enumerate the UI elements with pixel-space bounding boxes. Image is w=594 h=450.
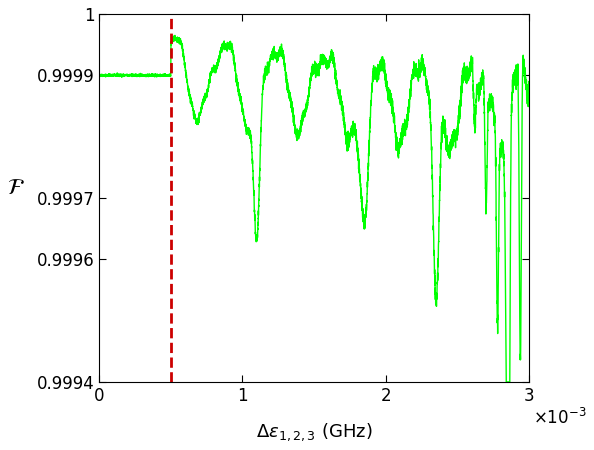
Text: $\times 10^{-3}$: $\times 10^{-3}$ (533, 408, 587, 428)
Y-axis label: $\mathcal{F}$: $\mathcal{F}$ (7, 178, 25, 198)
X-axis label: $\Delta\varepsilon_{1,2,3}$ (GHz): $\Delta\varepsilon_{1,2,3}$ (GHz) (256, 422, 372, 443)
